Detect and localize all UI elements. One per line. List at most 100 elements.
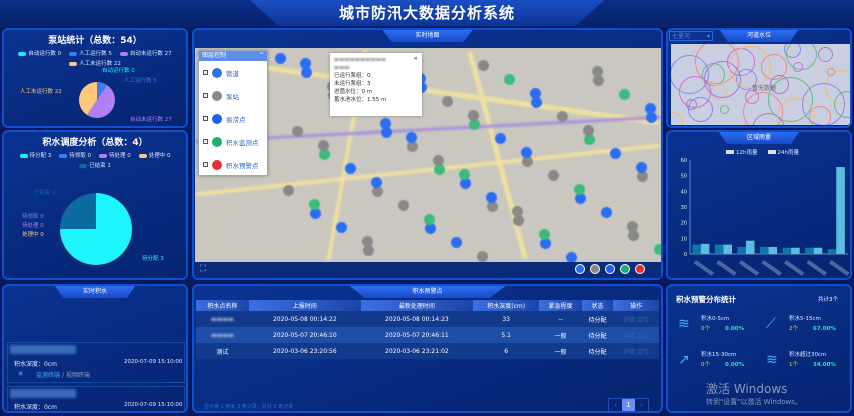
map-marker[interactable] xyxy=(628,230,639,241)
locate-link[interactable]: 定位 xyxy=(637,348,650,356)
legend-item[interactable]: 人工运行数 5 xyxy=(69,49,112,57)
bar[interactable] xyxy=(791,247,800,254)
map-marker[interactable] xyxy=(539,229,550,240)
layer-checkbox[interactable] xyxy=(203,116,208,121)
map-marker[interactable] xyxy=(583,125,594,136)
pie-slice[interactable] xyxy=(97,82,107,100)
map-marker[interactable] xyxy=(593,75,604,86)
layer-item[interactable]: 积水监测点 xyxy=(199,130,267,153)
map-marker[interactable] xyxy=(371,177,382,188)
map-marker[interactable] xyxy=(469,119,480,130)
legend-item[interactable]: 待处理 0 xyxy=(99,151,131,159)
map-marker[interactable] xyxy=(530,88,541,99)
video-terminal-link[interactable]: 视频终端 xyxy=(65,372,90,379)
map-marker[interactable] xyxy=(654,244,661,255)
layer-item[interactable]: 泵站 xyxy=(199,84,267,107)
map-marker[interactable] xyxy=(425,223,436,234)
map-marker[interactable] xyxy=(309,199,320,210)
bar[interactable] xyxy=(759,246,769,254)
map-marker[interactable] xyxy=(645,103,656,114)
map-marker[interactable] xyxy=(406,132,417,143)
bar[interactable] xyxy=(782,247,792,254)
monitor-point-icon[interactable] xyxy=(620,264,630,274)
table-row[interactable]: ▬▬▬▬ 2020-05-08 00:14:22 2020-05-08 00:14:… xyxy=(196,311,659,327)
pump-icon[interactable] xyxy=(590,264,600,274)
map-marker[interactable] xyxy=(424,214,435,225)
map-marker[interactable] xyxy=(646,112,657,123)
layer-checkbox[interactable] xyxy=(203,70,208,75)
map-marker[interactable] xyxy=(468,110,479,121)
map-marker[interactable] xyxy=(283,185,294,196)
close-icon[interactable]: × xyxy=(413,56,418,62)
layer-checkbox[interactable] xyxy=(203,139,208,144)
monitor-terminal-link[interactable]: 监测终端 xyxy=(36,372,61,379)
legend-item[interactable]: 已结束 1 xyxy=(79,161,111,169)
bar[interactable] xyxy=(737,246,746,254)
map-marker[interactable] xyxy=(574,184,585,195)
detail-link[interactable]: 详情 xyxy=(623,348,636,356)
map-marker[interactable] xyxy=(637,171,648,182)
map-marker[interactable] xyxy=(380,118,391,129)
map-marker[interactable] xyxy=(292,126,303,137)
map-marker[interactable] xyxy=(300,58,311,69)
map-marker[interactable] xyxy=(566,252,577,262)
locate-link[interactable]: 定位 xyxy=(637,332,650,340)
bar[interactable] xyxy=(700,243,710,254)
map-marker[interactable] xyxy=(584,134,595,145)
map-marker[interactable] xyxy=(442,96,453,107)
map-marker[interactable] xyxy=(592,66,603,77)
map-marker[interactable] xyxy=(627,221,638,232)
bar[interactable] xyxy=(745,240,755,254)
layer-item[interactable]: 易涝点 xyxy=(199,107,267,130)
map-marker[interactable] xyxy=(619,89,630,100)
map-marker[interactable] xyxy=(575,193,586,204)
map-marker[interactable] xyxy=(477,251,488,262)
detail-link[interactable]: 详情 xyxy=(623,316,636,324)
map-marker[interactable] xyxy=(398,200,409,211)
flood-point-icon[interactable] xyxy=(605,264,615,274)
realtime-item[interactable]: 积水深度：0cm 2020-07-09 15:10:00 xyxy=(7,386,185,411)
map-marker[interactable] xyxy=(319,149,330,160)
pipe-icon[interactable] xyxy=(575,264,585,274)
map-marker[interactable] xyxy=(610,148,621,159)
detail-link[interactable]: 详情 xyxy=(623,332,636,340)
map-marker[interactable] xyxy=(540,238,551,249)
map-marker[interactable] xyxy=(495,133,506,144)
legend-item[interactable]: 处理中 0 xyxy=(138,151,171,159)
bar[interactable] xyxy=(805,247,814,254)
map-marker[interactable] xyxy=(512,206,523,217)
layer-checkbox[interactable] xyxy=(203,162,208,167)
legend-item[interactable]: 人工未运行数 22 xyxy=(69,59,121,67)
map-marker[interactable] xyxy=(460,178,471,189)
map-marker[interactable] xyxy=(486,192,497,203)
bar[interactable] xyxy=(714,244,724,254)
legend-item[interactable]: 待领取 0 xyxy=(59,151,91,159)
map-marker[interactable] xyxy=(318,140,329,151)
map-marker[interactable] xyxy=(504,74,515,85)
table-row[interactable]: ▬▬▬▬ 2020-05-07 20:46:10 2020-05-07 20:46:… xyxy=(196,327,659,343)
legend-item[interactable]: 待分配 3 xyxy=(19,151,51,159)
map-marker[interactable] xyxy=(451,237,462,248)
layer-item[interactable]: 管道 xyxy=(199,61,267,84)
map-marker[interactable] xyxy=(362,236,373,247)
realtime-item[interactable]: 积水深度：0cm 2020-07-09 15:10:00 ◉ 监测终端 / 视频… xyxy=(7,342,185,383)
map-marker[interactable] xyxy=(513,215,524,226)
map-marker[interactable] xyxy=(434,164,445,175)
fullscreen-icon[interactable]: ⛶ xyxy=(200,264,207,274)
pie-slice[interactable] xyxy=(87,84,115,118)
legend-item[interactable]: 自动运行数 0 xyxy=(18,49,61,57)
bar[interactable] xyxy=(813,247,823,254)
bar[interactable] xyxy=(836,167,845,254)
legend-item[interactable]: 自动未运行数 27 xyxy=(119,49,172,57)
map-marker[interactable] xyxy=(336,222,347,233)
map-marker[interactable] xyxy=(478,60,489,71)
layer-checkbox[interactable] xyxy=(203,93,208,98)
map-marker[interactable] xyxy=(522,156,533,167)
warning-point-icon[interactable] xyxy=(635,264,645,274)
page-1-button[interactable]: 1 xyxy=(622,399,635,411)
map-marker[interactable] xyxy=(636,162,647,173)
map-marker[interactable] xyxy=(601,207,612,218)
table-row[interactable]: 测试 2020-03-06 23:20:56 2020-03-06 23:21:02… xyxy=(196,343,659,359)
map-marker[interactable] xyxy=(459,169,470,180)
bar[interactable] xyxy=(692,244,701,254)
